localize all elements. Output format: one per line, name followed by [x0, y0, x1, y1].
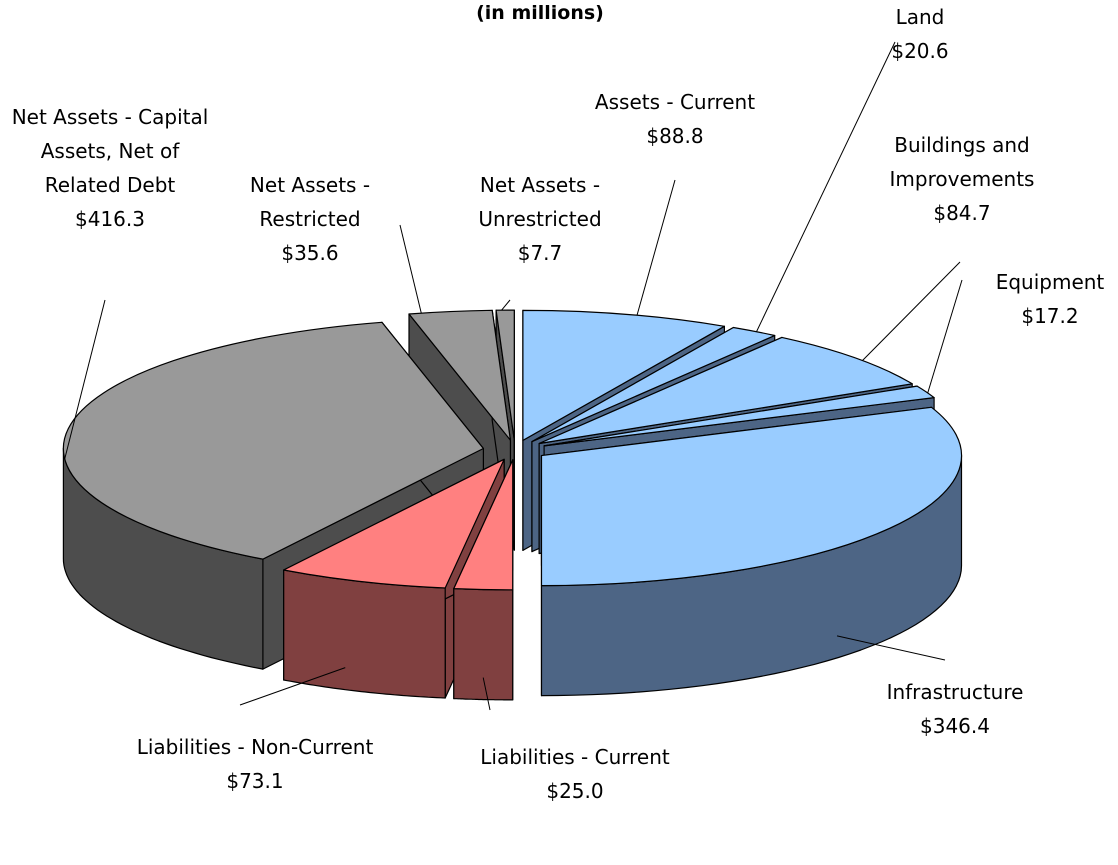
- slice: [531, 326, 776, 443]
- slice-wall: [283, 569, 446, 699]
- slice: [495, 309, 515, 441]
- category-label: Buildings and Improvements: [889, 133, 1035, 191]
- leader-line: [756, 41, 896, 332]
- chart-subtitle: (in millions): [476, 2, 604, 24]
- category-label: Liabilities - Current: [480, 745, 670, 769]
- leader-line: [482, 677, 491, 711]
- value-label: $346.4: [920, 714, 990, 738]
- leader-line: [927, 279, 963, 394]
- leader-line: [64, 299, 106, 460]
- slice-label: Net Assets - Restricted $35.6: [210, 168, 410, 270]
- leader-line: [501, 299, 511, 311]
- leader-line: [836, 635, 946, 661]
- slice: [283, 458, 505, 589]
- value-label: $20.6: [891, 39, 949, 63]
- value-label: $25.0: [546, 779, 604, 803]
- slice-label: Liabilities - Current $25.0: [475, 740, 675, 808]
- category-label: Net Assets - Unrestricted: [478, 173, 602, 231]
- category-label: Land: [895, 5, 945, 29]
- leader-line: [239, 667, 346, 706]
- value-label: $7.7: [517, 241, 563, 265]
- slice: [453, 459, 514, 591]
- slice-label: Liabilities - Non-Current $73.1: [125, 730, 385, 798]
- slice: [540, 406, 963, 587]
- value-label: $84.7: [933, 201, 991, 225]
- category-label: Liabilities - Non-Current: [136, 735, 374, 759]
- category-label: Net Assets - Capital Assets, Net of Rela…: [11, 105, 209, 197]
- category-label: Equipment: [995, 270, 1105, 294]
- value-label: $17.2: [1021, 304, 1079, 328]
- leader-line: [399, 224, 422, 314]
- slice-label: Assets - Current $88.8: [565, 85, 785, 153]
- slice: [408, 309, 512, 441]
- category-label: Assets - Current: [594, 90, 756, 114]
- value-label: $73.1: [226, 769, 284, 793]
- slice-label: Buildings and Improvements $84.7: [852, 128, 1072, 230]
- value-label: $88.8: [646, 124, 704, 148]
- slice: [543, 385, 935, 447]
- value-label: $416.3: [75, 207, 145, 231]
- slice-label: Net Assets - Unrestricted $7.7: [450, 168, 630, 270]
- value-label: $35.6: [281, 241, 339, 265]
- slice: [538, 336, 913, 445]
- category-label: Net Assets - Restricted: [249, 173, 371, 231]
- leader-line: [862, 261, 961, 361]
- slice-label: Infrastructure $346.4: [835, 675, 1075, 743]
- slice-wall: [453, 588, 514, 701]
- slice-label: Net Assets - Capital Assets, Net of Rela…: [10, 100, 210, 236]
- slice: [62, 321, 484, 560]
- leader-line: [636, 179, 676, 316]
- category-label: Infrastructure: [886, 680, 1024, 704]
- slice: [522, 309, 725, 442]
- slice-label: Land $20.6: [860, 0, 980, 68]
- slice-label: Equipment $17.2: [980, 265, 1118, 333]
